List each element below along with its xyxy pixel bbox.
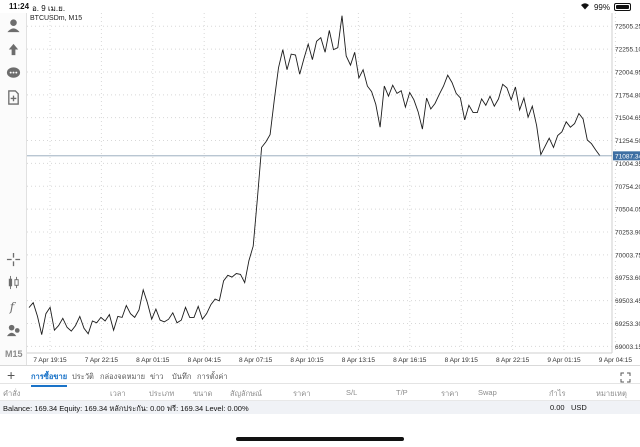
- crosshair-icon[interactable]: [4, 250, 23, 269]
- account-summary: Balance: 169.34 Equity: 169.34 หลักประกั…: [3, 404, 249, 413]
- x-tick-label: 9 Apr 04:15: [599, 357, 633, 364]
- y-tick-label: 71754.80: [615, 92, 640, 99]
- battery-percent: 99%: [593, 2, 610, 12]
- account-icon[interactable]: [4, 16, 23, 35]
- price-series-line: [28, 15, 601, 335]
- x-tick-label: 8 Apr 22:15: [496, 357, 530, 364]
- trade-table-body: [0, 399, 640, 401]
- y-tick-label: 72255.10: [615, 47, 640, 54]
- timeframe-label[interactable]: M15: [5, 349, 23, 359]
- tab-history[interactable]: ประวัติ: [72, 372, 94, 381]
- x-tick-label: 9 Apr 01:15: [547, 357, 581, 364]
- tab-settings[interactable]: การตั้งค่า: [197, 372, 228, 381]
- date: อ. 9 เม.ย.: [32, 4, 66, 13]
- x-tick-label: 8 Apr 07:15: [239, 357, 273, 364]
- current-price-badge: [613, 151, 640, 161]
- wifi-icon: [580, 2, 590, 12]
- y-tick-label: 69253.30: [615, 321, 640, 328]
- col-profit: กำไร: [549, 389, 566, 398]
- y-tick-label: 69003.15: [615, 344, 640, 351]
- x-tick-label: 8 Apr 19:15: [445, 357, 479, 364]
- x-tick-label: 8 Apr 01:15: [136, 357, 170, 364]
- y-tick-label: 71004.35: [615, 161, 640, 168]
- svg-text:f: f: [9, 300, 17, 314]
- indicators-icon[interactable]: f: [4, 297, 23, 316]
- x-tick-label: 7 Apr 19:15: [33, 357, 67, 364]
- x-tick-label: 8 Apr 04:15: [188, 357, 222, 364]
- objects-icon[interactable]: [4, 320, 23, 339]
- tab-news[interactable]: ข่าว: [150, 372, 164, 381]
- y-tick-label: 69753.60: [615, 275, 640, 282]
- y-tick-label: 70504.05: [615, 207, 640, 214]
- y-tick-label: 70003.75: [615, 252, 640, 259]
- x-tick-label: 8 Apr 16:15: [393, 357, 427, 364]
- y-tick-label: 69503.45: [615, 298, 640, 305]
- clock: 11:24: [9, 2, 30, 11]
- status-bar: 11:24 อ. 9 เม.ย. 99%: [0, 0, 640, 13]
- col-sl: S/L: [346, 388, 358, 397]
- chart-canvas[interactable]: 72505.25 72255.10 72004.95 71754.80 71504.65…: [27, 13, 640, 365]
- price-chart[interactable]: BTCUSDm, M15 72505.25 72255.10 72004.95 717…: [27, 13, 640, 365]
- new-order-icon[interactable]: [4, 88, 23, 107]
- y-tick-label: 71254.50: [615, 138, 640, 145]
- candles-icon[interactable]: [4, 273, 23, 292]
- y-tick-label: 71504.65: [615, 115, 640, 122]
- currency: USD: [571, 403, 587, 412]
- col-type: ประเภท: [149, 389, 175, 398]
- add-icon[interactable]: +: [7, 367, 16, 383]
- chart-toolbar: f M15: [0, 13, 27, 365]
- col-current-price: ราคา: [441, 389, 459, 398]
- trade-icon[interactable]: [4, 40, 23, 59]
- trade-tab-bar: + การซื้อขาย ประวัติ กล่องจดหมาย ข่าว บั…: [0, 365, 640, 387]
- col-volume: ขนาด: [193, 389, 213, 398]
- current-price-label: 71087.34: [615, 153, 640, 160]
- chart-symbol-label: BTCUSDm, M15: [30, 15, 83, 22]
- home-indicator: [236, 437, 404, 441]
- trade-table-header: คำสั่ง เวลา ประเภท ขนาด สัญลักษณ์ ราคา S…: [0, 385, 640, 399]
- col-order: คำสั่ง: [3, 389, 21, 398]
- y-tick-label: 70253.90: [615, 229, 640, 236]
- chat-icon[interactable]: [4, 64, 23, 83]
- x-tick-label: 7 Apr 22:15: [85, 357, 119, 364]
- tab-trade[interactable]: การซื้อขาย: [31, 372, 68, 387]
- tab-journal[interactable]: บันทึก: [172, 372, 192, 381]
- col-time: เวลา: [110, 389, 126, 398]
- x-tick-label: 8 Apr 13:15: [342, 357, 376, 364]
- col-symbol: สัญลักษณ์: [230, 389, 263, 398]
- col-swap: Swap: [478, 388, 497, 397]
- y-tick-label: 72505.25: [615, 24, 640, 31]
- y-tick-label: 70754.20: [615, 184, 640, 191]
- total-profit: 0.00: [550, 403, 565, 412]
- x-tick-label: 8 Apr 10:15: [290, 357, 324, 364]
- battery-icon: [614, 3, 631, 11]
- tab-mailbox[interactable]: กล่องจดหมาย: [100, 372, 146, 381]
- col-comment: หมายเหตุ: [596, 389, 627, 398]
- balance-row: Balance: 169.34 Equity: 169.34 หลักประกั…: [0, 401, 640, 414]
- col-price: ราคา: [293, 389, 311, 398]
- expand-icon[interactable]: [620, 370, 631, 383]
- col-tp: T/P: [396, 388, 408, 397]
- status-indicators: 99%: [580, 2, 631, 12]
- y-tick-label: 72004.95: [615, 69, 640, 76]
